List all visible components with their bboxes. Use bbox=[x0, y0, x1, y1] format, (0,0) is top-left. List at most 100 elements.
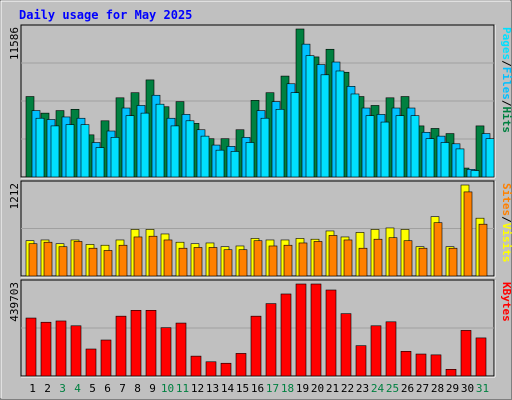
bar-pages-day-1 bbox=[35, 117, 45, 178]
bar-kbytes-day-29 bbox=[445, 369, 457, 377]
x-tick-day-18: 18 bbox=[281, 382, 294, 395]
bar-kbytes-day-4 bbox=[70, 325, 82, 377]
bar-pages-day-7 bbox=[125, 115, 135, 178]
bar-sites-day-7 bbox=[118, 244, 128, 277]
bar-pages-day-18 bbox=[290, 92, 300, 178]
bar-kbytes-day-18 bbox=[280, 293, 292, 377]
bar-kbytes-day-20 bbox=[310, 283, 322, 377]
x-tick-day-2: 2 bbox=[44, 382, 51, 395]
bar-sites-day-14 bbox=[223, 249, 233, 277]
bar-sites-day-20 bbox=[313, 241, 323, 277]
bar-kbytes-day-11 bbox=[175, 322, 187, 377]
x-tick-day-5: 5 bbox=[89, 382, 96, 395]
x-tick-day-16: 16 bbox=[251, 382, 264, 395]
bar-pages-day-30 bbox=[470, 170, 480, 178]
bar-pages-day-15 bbox=[245, 142, 255, 178]
bar-kbytes-day-10 bbox=[160, 327, 172, 377]
bar-kbytes-day-21 bbox=[325, 289, 337, 377]
bar-pages-day-6 bbox=[110, 137, 120, 178]
bar-sites-day-30 bbox=[463, 191, 473, 277]
bar-pages-day-5 bbox=[95, 147, 105, 178]
legend-separator: / bbox=[500, 60, 512, 67]
bar-sites-day-24 bbox=[373, 238, 383, 277]
bar-sites-day-8 bbox=[133, 236, 143, 277]
bar-pages-day-27 bbox=[425, 138, 435, 178]
x-tick-day-13: 13 bbox=[206, 382, 219, 395]
x-tick-day-8: 8 bbox=[134, 382, 141, 395]
legend-item-sites: Sites bbox=[500, 183, 512, 216]
bar-sites-day-1 bbox=[28, 243, 38, 277]
bar-kbytes-day-14 bbox=[220, 362, 232, 377]
bar-kbytes-day-19 bbox=[295, 283, 307, 377]
bar-sites-day-22 bbox=[343, 239, 353, 277]
legend-item-hits: Hits bbox=[500, 107, 512, 134]
bar-sites-day-12 bbox=[193, 247, 203, 277]
bar-pages-day-20 bbox=[320, 74, 330, 178]
x-tick-day-21: 21 bbox=[326, 382, 339, 395]
bar-pages-day-31 bbox=[485, 138, 495, 178]
bar-pages-day-16 bbox=[260, 117, 270, 178]
bar-kbytes-day-1 bbox=[25, 317, 37, 377]
bar-kbytes-day-17 bbox=[265, 303, 277, 377]
bar-pages-day-10 bbox=[170, 125, 180, 178]
x-tick-day-4: 4 bbox=[74, 382, 81, 395]
bar-sites-day-16 bbox=[253, 240, 263, 277]
legend-separator: / bbox=[500, 216, 512, 223]
y-max-label: 11586 bbox=[8, 27, 21, 60]
x-tick-day-7: 7 bbox=[119, 382, 126, 395]
panel-1: 11586 Pages/Files/Hits bbox=[8, 24, 512, 179]
bar-kbytes-day-30 bbox=[460, 330, 472, 377]
bar-sites-day-6 bbox=[103, 250, 113, 277]
bar-sites-day-2 bbox=[43, 241, 53, 277]
bar-sites-day-23 bbox=[358, 247, 368, 277]
bar-kbytes-day-13 bbox=[205, 361, 217, 377]
x-tick-day-10: 10 bbox=[161, 382, 174, 395]
bar-kbytes-day-15 bbox=[235, 353, 247, 377]
legend: KBytes bbox=[500, 282, 512, 322]
bar-pages-day-19 bbox=[305, 55, 315, 178]
legend-item-kbytes: KBytes bbox=[500, 282, 512, 322]
bar-pages-day-22 bbox=[350, 93, 360, 178]
x-tick-day-25: 25 bbox=[386, 382, 399, 395]
bar-kbytes-day-25 bbox=[385, 321, 397, 377]
legend-item-pages: Pages bbox=[500, 27, 512, 60]
x-tick-day-12: 12 bbox=[191, 382, 204, 395]
x-tick-day-14: 14 bbox=[221, 382, 235, 395]
x-tick-day-27: 27 bbox=[416, 382, 429, 395]
bar-sites-day-21 bbox=[328, 235, 338, 277]
bar-pages-day-14 bbox=[230, 151, 240, 178]
panel-3: 439703 KBytes bbox=[8, 279, 512, 378]
legend: Pages/Files/Hits bbox=[500, 27, 512, 133]
bar-sites-day-4 bbox=[73, 241, 83, 277]
bar-pages-day-2 bbox=[50, 125, 60, 178]
x-tick-day-23: 23 bbox=[356, 382, 369, 395]
bar-pages-day-12 bbox=[200, 135, 210, 178]
x-tick-day-20: 20 bbox=[311, 382, 324, 395]
x-tick-day-30: 30 bbox=[461, 382, 474, 395]
x-tick-day-6: 6 bbox=[104, 382, 111, 395]
bar-pages-day-17 bbox=[275, 108, 285, 178]
bar-pages-day-23 bbox=[365, 115, 375, 178]
x-tick-day-26: 26 bbox=[401, 382, 414, 395]
bar-kbytes-day-28 bbox=[430, 354, 442, 377]
bar-sites-day-15 bbox=[238, 249, 248, 277]
bar-pages-day-24 bbox=[380, 121, 390, 178]
x-tick-day-24: 24 bbox=[371, 382, 385, 395]
legend: Sites/Visits bbox=[500, 183, 512, 263]
bar-pages-day-8 bbox=[140, 112, 150, 178]
bar-kbytes-day-8 bbox=[130, 310, 142, 377]
bar-sites-day-5 bbox=[88, 247, 98, 277]
bar-kbytes-day-7 bbox=[115, 315, 127, 377]
x-tick-day-1: 1 bbox=[29, 382, 36, 395]
bar-kbytes-day-27 bbox=[415, 353, 427, 377]
x-tick-day-9: 9 bbox=[149, 382, 156, 395]
bar-sites-day-27 bbox=[418, 247, 428, 277]
bar-kbytes-day-12 bbox=[190, 355, 202, 377]
x-tick-day-19: 19 bbox=[296, 382, 309, 395]
bar-pages-day-9 bbox=[155, 103, 165, 178]
bar-kbytes-day-9 bbox=[145, 310, 157, 377]
bar-pages-day-25 bbox=[395, 115, 405, 178]
bar-kbytes-day-23 bbox=[355, 345, 367, 377]
chart-title: Daily usage for May 2025 bbox=[19, 8, 192, 22]
